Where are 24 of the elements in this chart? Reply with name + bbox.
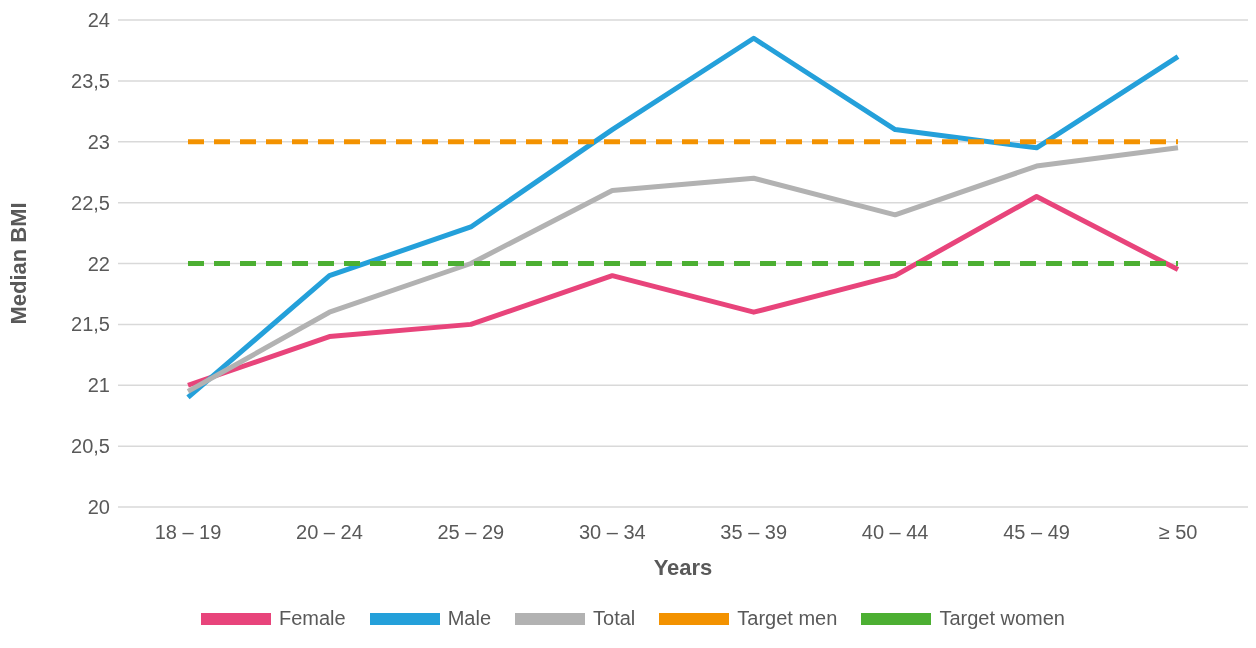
- x-tick-label: 40 – 44: [861, 521, 929, 544]
- x-tick-label: ≥ 50: [1158, 521, 1198, 544]
- x-tick-label: 30 – 34: [578, 521, 646, 544]
- y-tick-label: 22: [87, 252, 110, 275]
- legend-label: Female: [279, 607, 346, 630]
- legend-label: Total: [593, 607, 636, 630]
- y-tick-label: 21: [87, 374, 110, 397]
- x-tick-label: 18 – 19: [154, 521, 222, 544]
- legend-label: Male: [447, 607, 492, 630]
- y-tick-label: 23,5: [71, 69, 110, 92]
- x-tick-label: 35 – 39: [720, 521, 788, 544]
- x-tick-label: 45 – 49: [1003, 521, 1070, 544]
- y-tick-label: 21,5: [71, 313, 110, 336]
- x-tick-label: 25 – 29: [437, 521, 505, 544]
- y-tick-label: 20: [87, 496, 110, 519]
- y-tick-label: 23: [87, 130, 110, 153]
- legend-label: Target men: [737, 607, 838, 630]
- legend-label: Target women: [939, 607, 1065, 630]
- y-tick-label: 22,5: [71, 191, 110, 214]
- y-axis-title: Median BMI: [5, 202, 31, 325]
- y-tick-label: 20,5: [71, 435, 110, 458]
- x-axis-title: Years: [653, 555, 713, 580]
- y-tick-label: 24: [87, 9, 110, 32]
- x-tick-label: 20 – 24: [296, 521, 363, 544]
